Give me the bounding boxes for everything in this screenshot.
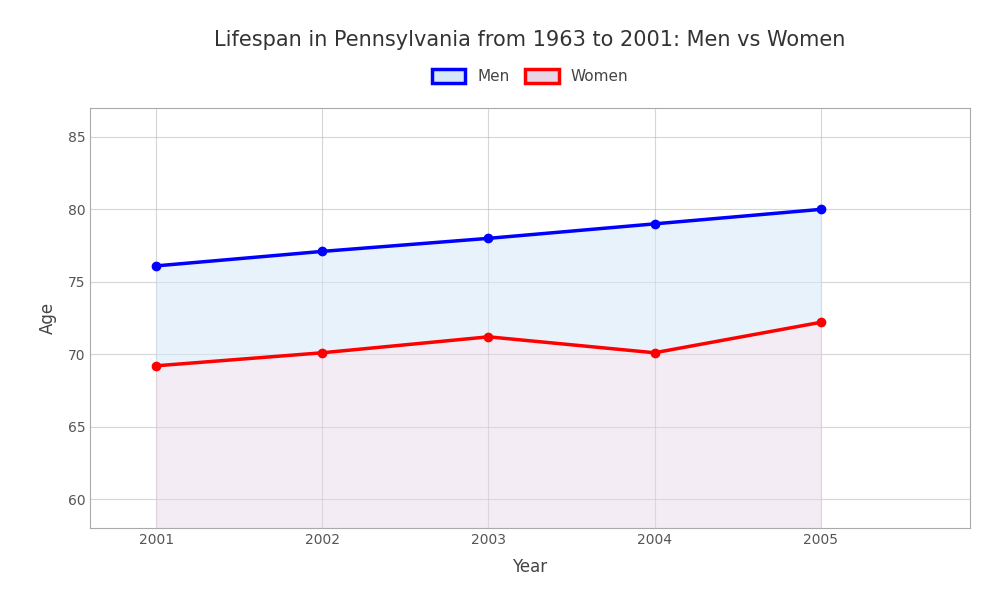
Y-axis label: Age: Age bbox=[38, 302, 56, 334]
Title: Lifespan in Pennsylvania from 1963 to 2001: Men vs Women: Lifespan in Pennsylvania from 1963 to 20… bbox=[214, 29, 846, 49]
Legend: Men, Women: Men, Women bbox=[424, 61, 636, 92]
X-axis label: Year: Year bbox=[512, 558, 548, 576]
